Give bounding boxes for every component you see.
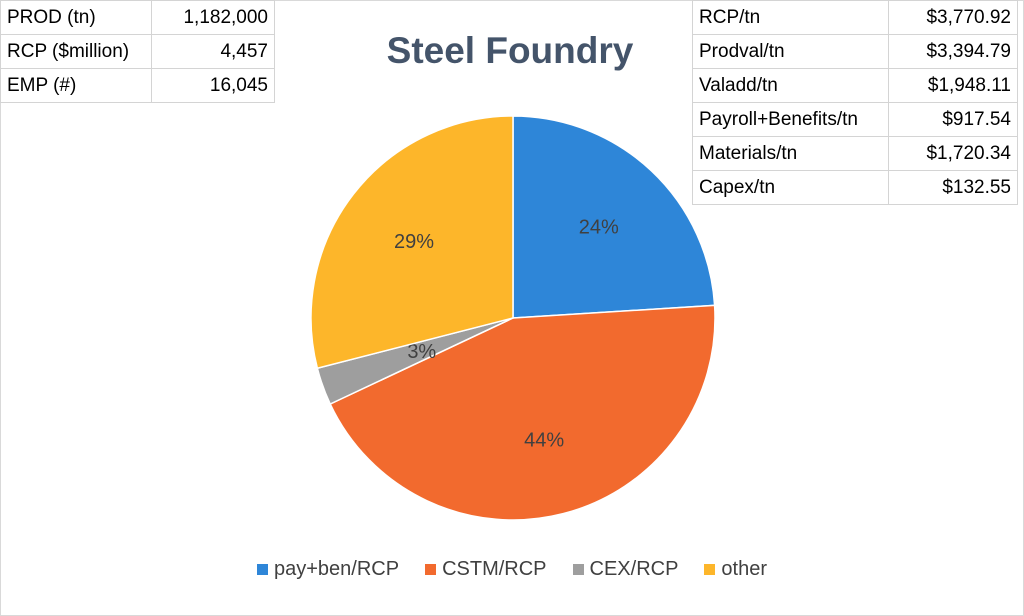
legend-swatch	[572, 564, 584, 575]
chart-title: Steel Foundry	[386, 30, 634, 71]
table-cell-value[interactable]: $132.55	[888, 170, 1018, 205]
table-row: Payroll+Benefits/tn $917.54	[692, 102, 1018, 137]
table-row: Prodval/tn $3,394.79	[692, 34, 1018, 69]
legend-label: CSTM/RCP	[442, 558, 547, 580]
table-cell-label[interactable]: Payroll+Benefits/tn	[692, 102, 889, 137]
slice-data-label: 29%	[394, 231, 434, 253]
legend-swatch	[704, 564, 716, 575]
slice-pay-ben[interactable]	[512, 115, 716, 319]
table-cell-value[interactable]: 16,045	[151, 68, 275, 103]
legend-swatch	[425, 564, 437, 575]
legend-label: pay+ben/RCP	[273, 558, 400, 580]
table-row: EMP (#) 16,045	[0, 68, 275, 103]
legend-item[interactable]: CEX/RCP	[572, 558, 679, 581]
legend-swatch	[256, 564, 268, 575]
table-cell-label[interactable]: Prodval/tn	[692, 34, 889, 69]
table-row: Capex/tn $132.55	[692, 170, 1018, 205]
table-row: RCP/tn $3,770.92	[692, 0, 1018, 35]
legend-item[interactable]: CSTM/RCP	[425, 558, 547, 581]
slice-other[interactable]	[310, 115, 514, 370]
table-row: Materials/tn $1,720.34	[692, 136, 1018, 171]
summary-table: PROD (tn) 1,182,000 RCP ($million) 4,457…	[0, 0, 275, 103]
slice-data-label: 44%	[524, 429, 564, 451]
table-cell-label[interactable]: RCP ($million)	[0, 34, 152, 69]
slice-data-label: 24%	[579, 217, 619, 239]
per-ton-table: RCP/tn $3,770.92 Prodval/tn $3,394.79 Va…	[692, 0, 1018, 205]
legend-item[interactable]: other	[704, 558, 767, 581]
chart-legend: pay+ben/RCP CSTM/RCP CEX/RCP other	[0, 558, 1024, 581]
table-cell-label[interactable]: RCP/tn	[692, 0, 889, 35]
table-cell-value[interactable]: $1,948.11	[888, 68, 1018, 103]
legend-label: other	[721, 558, 768, 580]
slice-data-label: 3%	[407, 341, 436, 363]
table-cell-value[interactable]: $917.54	[888, 102, 1018, 137]
legend-item[interactable]: pay+ben/RCP	[256, 558, 400, 581]
table-cell-value[interactable]: $3,770.92	[888, 0, 1018, 35]
legend-label: CEX/RCP	[589, 558, 679, 580]
table-row: RCP ($million) 4,457	[0, 34, 275, 69]
table-cell-label[interactable]: Capex/tn	[692, 170, 889, 205]
table-cell-value[interactable]: $3,394.79	[888, 34, 1018, 69]
